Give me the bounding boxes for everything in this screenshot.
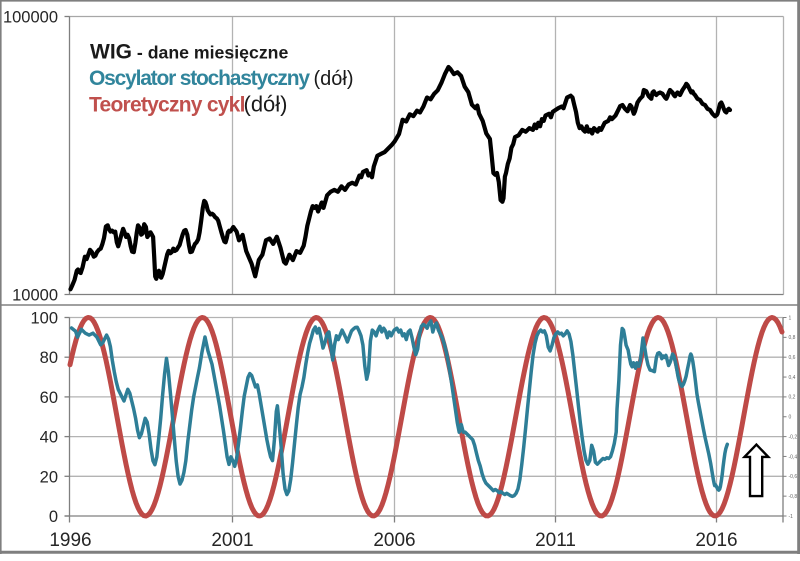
svg-text:0,2: 0,2 [789, 395, 796, 401]
svg-text:0,4: 0,4 [789, 375, 796, 381]
svg-text:2001: 2001 [211, 530, 253, 551]
svg-text:10000: 10000 [12, 287, 58, 305]
svg-text:WIG - dane miesięczne: WIG - dane miesięczne [90, 41, 288, 64]
svg-text:0: 0 [789, 415, 792, 421]
svg-text:100: 100 [30, 310, 58, 328]
svg-text:80: 80 [40, 349, 58, 367]
svg-text:(dół): (dół) [244, 92, 288, 117]
svg-text:60: 60 [40, 389, 58, 407]
svg-text:20: 20 [40, 468, 58, 486]
svg-text:(dół): (dół) [314, 68, 354, 90]
svg-text:-0,8: -0,8 [789, 494, 798, 500]
svg-text:100000: 100000 [3, 9, 58, 27]
svg-text:2011: 2011 [535, 530, 576, 551]
svg-text:0,6: 0,6 [789, 355, 796, 361]
svg-text:Oscylator stochastyczny: Oscylator stochastyczny [89, 67, 310, 90]
svg-text:-0,6: -0,6 [789, 474, 798, 480]
svg-text:0: 0 [49, 508, 58, 526]
svg-text:-0,4: -0,4 [789, 454, 798, 460]
svg-text:Teoretyczny cykl: Teoretyczny cykl [89, 94, 245, 117]
svg-text:2006: 2006 [373, 530, 415, 551]
svg-text:0,8: 0,8 [789, 335, 796, 341]
svg-text:1: 1 [789, 315, 792, 321]
svg-text:1996: 1996 [49, 530, 91, 551]
svg-text:40: 40 [40, 429, 58, 447]
svg-text:-1: -1 [789, 514, 794, 520]
svg-text:-0,2: -0,2 [789, 434, 798, 440]
svg-text:2016: 2016 [695, 530, 737, 551]
